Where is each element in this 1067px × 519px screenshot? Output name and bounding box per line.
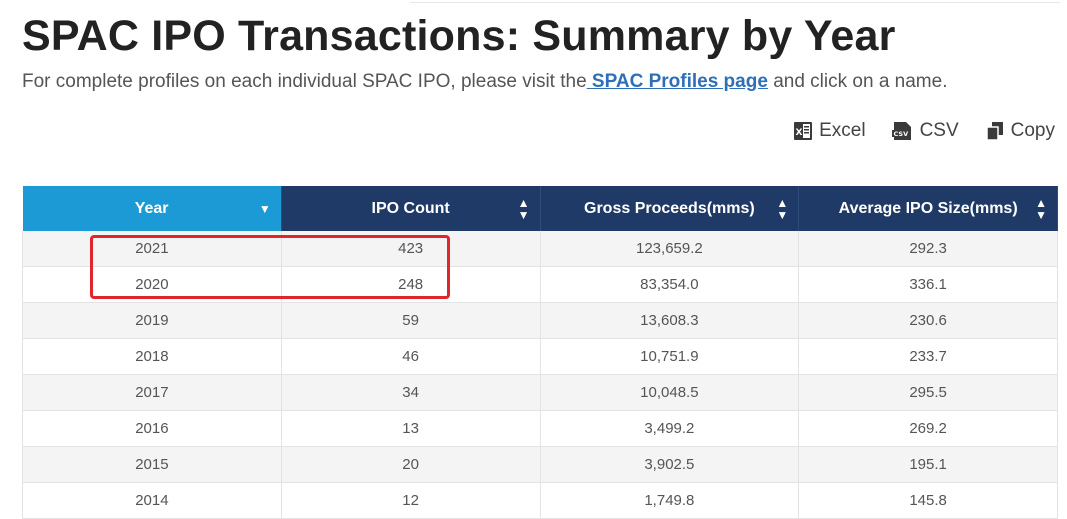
cell-ipo-count: 13 bbox=[281, 410, 541, 447]
cell-year: 2016 bbox=[22, 410, 282, 447]
svg-text:X: X bbox=[796, 128, 803, 138]
page-title: SPAC IPO Transactions: Summary by Year bbox=[22, 12, 896, 60]
excel-icon: X bbox=[793, 121, 813, 141]
cell-gross-proceeds: 3,902.5 bbox=[540, 446, 800, 483]
cell-average-ipo-size: 230.6 bbox=[798, 302, 1058, 339]
cell-ipo-count: 46 bbox=[281, 338, 541, 375]
cell-average-ipo-size: 195.1 bbox=[798, 446, 1058, 483]
export-excel-button[interactable]: X Excel bbox=[793, 120, 866, 142]
cell-gross-proceeds: 3,499.2 bbox=[540, 410, 800, 447]
cell-average-ipo-size: 233.7 bbox=[798, 338, 1058, 375]
export-csv-label: CSV bbox=[919, 120, 959, 141]
cell-year: 2017 bbox=[22, 374, 282, 411]
sort-icon: ▲ ▼ bbox=[517, 195, 530, 222]
sort-icon: ▲ ▼ bbox=[776, 195, 789, 222]
cell-year: 2018 bbox=[22, 338, 282, 375]
summary-table: Year ▼ IPO Count ▲ ▼ Gross Proceeds(mms) … bbox=[22, 186, 1058, 519]
cell-year: 2019 bbox=[22, 302, 282, 339]
column-header-label: Year bbox=[134, 199, 169, 217]
column-header-gross-proceeds[interactable]: Gross Proceeds(mms) ▲ ▼ bbox=[540, 186, 800, 231]
csv-icon: CSV bbox=[891, 121, 914, 141]
cell-average-ipo-size: 336.1 bbox=[798, 266, 1058, 303]
export-csv-button[interactable]: CSV CSV bbox=[891, 120, 959, 142]
subtitle-text-end: and click on a name. bbox=[767, 71, 948, 92]
table-row: 2016 13 3,499.2 269.2 bbox=[22, 410, 1058, 447]
column-header-average-ipo-size[interactable]: Average IPO Size(mms) ▲ ▼ bbox=[798, 186, 1058, 231]
sort-icon: ▲ ▼ bbox=[1035, 195, 1047, 222]
table-row: 2015 20 3,902.5 195.1 bbox=[22, 446, 1058, 483]
table-row: 2018 46 10,751.9 233.7 bbox=[22, 338, 1058, 375]
table-row: 2019 59 13,608.3 230.6 bbox=[22, 302, 1058, 339]
spac-profiles-link[interactable]: SPAC Profiles page bbox=[586, 71, 768, 92]
cell-average-ipo-size: 145.8 bbox=[798, 482, 1058, 519]
top-divider bbox=[410, 2, 1060, 3]
column-header-label: Average IPO Size(mms) bbox=[838, 199, 1018, 217]
table-row: 2020 248 83,354.0 336.1 bbox=[22, 266, 1058, 303]
subtitle-text: For complete profiles on each individual… bbox=[22, 71, 587, 92]
table-row: 2021 423 123,659.2 292.3 bbox=[22, 231, 1058, 267]
cell-year: 2014 bbox=[22, 482, 282, 519]
export-copy-button[interactable]: Copy bbox=[985, 120, 1055, 142]
subtitle: For complete profiles on each individual… bbox=[22, 71, 947, 93]
cell-year: 2021 bbox=[22, 231, 282, 267]
cell-gross-proceeds: 13,608.3 bbox=[540, 302, 800, 339]
export-toolbar: X Excel CSV CSV Copy bbox=[793, 120, 1055, 142]
cell-gross-proceeds: 83,354.0 bbox=[540, 266, 800, 303]
cell-average-ipo-size: 292.3 bbox=[798, 231, 1058, 267]
column-header-year[interactable]: Year ▼ bbox=[22, 186, 282, 231]
svg-text:CSV: CSV bbox=[893, 130, 908, 138]
column-header-label: IPO Count bbox=[371, 199, 450, 217]
cell-ipo-count: 423 bbox=[281, 231, 541, 267]
cell-gross-proceeds: 123,659.2 bbox=[540, 231, 800, 267]
cell-ipo-count: 248 bbox=[281, 266, 541, 303]
export-copy-label: Copy bbox=[1010, 120, 1055, 141]
export-excel-label: Excel bbox=[819, 120, 866, 141]
copy-icon bbox=[985, 121, 1005, 141]
cell-ipo-count: 12 bbox=[281, 482, 541, 519]
table-header-row: Year ▼ IPO Count ▲ ▼ Gross Proceeds(mms) … bbox=[22, 186, 1058, 231]
cell-gross-proceeds: 1,749.8 bbox=[540, 482, 800, 519]
table-row: 2017 34 10,048.5 295.5 bbox=[22, 374, 1058, 411]
cell-ipo-count: 20 bbox=[281, 446, 541, 483]
column-header-ipo-count[interactable]: IPO Count ▲ ▼ bbox=[281, 186, 541, 231]
cell-average-ipo-size: 295.5 bbox=[798, 374, 1058, 411]
table-row: 2014 12 1,749.8 145.8 bbox=[22, 482, 1058, 519]
cell-average-ipo-size: 269.2 bbox=[798, 410, 1058, 447]
cell-year: 2015 bbox=[22, 446, 282, 483]
sort-desc-icon: ▼ bbox=[258, 201, 271, 216]
column-header-label: Gross Proceeds(mms) bbox=[584, 199, 755, 217]
cell-gross-proceeds: 10,048.5 bbox=[540, 374, 800, 411]
cell-ipo-count: 34 bbox=[281, 374, 541, 411]
cell-year: 2020 bbox=[22, 266, 282, 303]
cell-ipo-count: 59 bbox=[281, 302, 541, 339]
cell-gross-proceeds: 10,751.9 bbox=[540, 338, 800, 375]
